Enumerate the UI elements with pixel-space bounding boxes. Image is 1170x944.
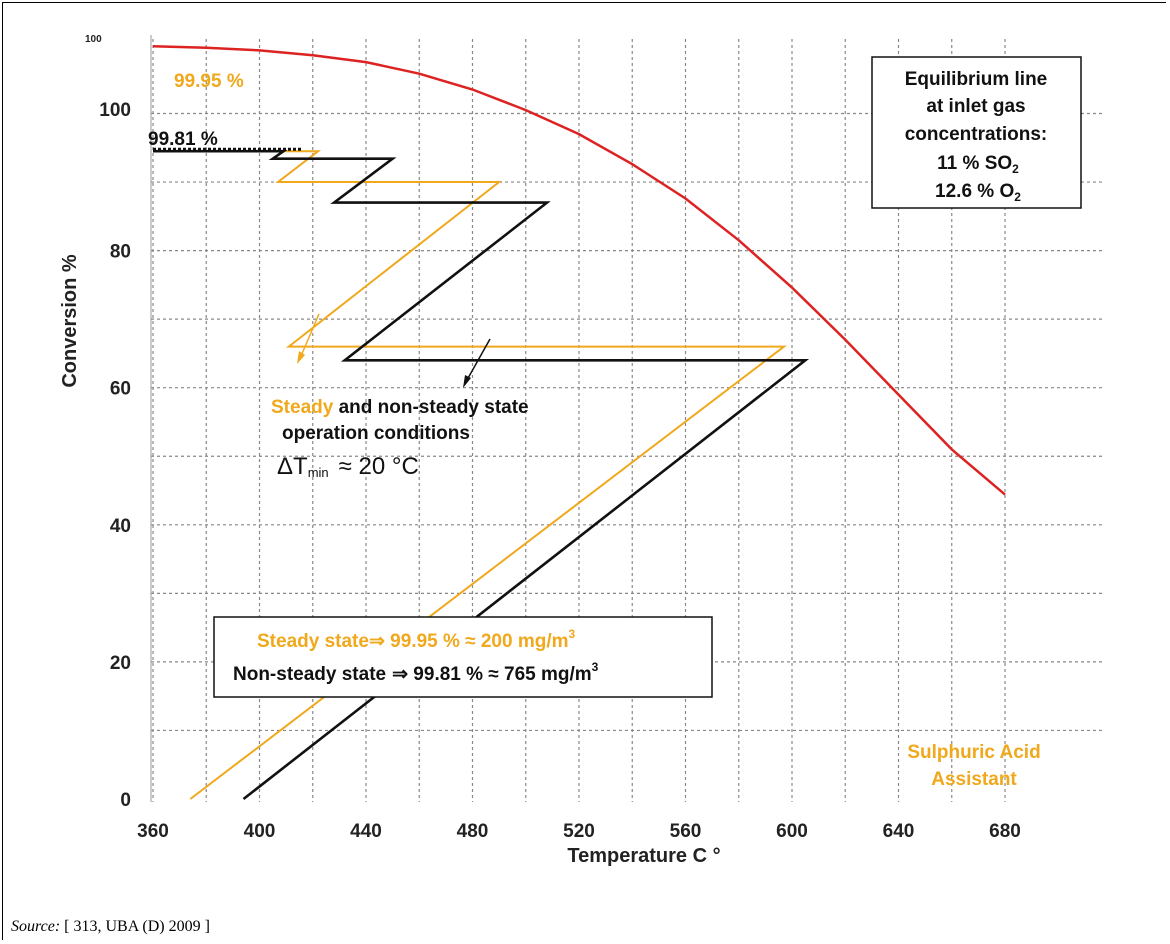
result-box <box>213 616 713 698</box>
equilibrium-line-3: concentrations: <box>905 124 1048 145</box>
x-tick-label: 520 <box>563 821 595 842</box>
x-tick-label: 400 <box>244 821 276 842</box>
operation-conditions-line-1: Steady and non-steady state <box>271 397 529 418</box>
y-tick-extra: 100 <box>85 34 102 45</box>
result-steady-line: Steady state⇒ 99.95 % ≈ 200 mg/m3 <box>257 627 576 652</box>
result-steady-arrow: ⇒ <box>369 631 385 652</box>
y-axis-title: Conversion % <box>59 254 81 388</box>
result-nonsteady-sup: 3 <box>592 660 599 674</box>
o2-label: 12.6 % O2 <box>935 181 1021 204</box>
result-steady-text: Steady state <box>257 631 369 652</box>
equilibrium-box <box>871 56 1082 209</box>
result-steady-value: 99.95 % ≈ 200 mg/m <box>385 631 569 652</box>
steady-line <box>153 150 787 800</box>
steady-arrow-line <box>300 313 320 357</box>
y-tick-label: 60 <box>110 379 131 400</box>
nonsteady-arrow-line <box>466 338 491 381</box>
delta-t-value: ≈ 20 °C <box>339 453 419 480</box>
x-tick-label: 680 <box>989 821 1021 842</box>
steady-arrow-head <box>297 351 305 364</box>
so2-prefix: 11 % SO <box>937 153 1012 174</box>
x-tick-label: 360 <box>137 821 169 842</box>
operation-conditions-line-2: operation conditions <box>282 423 470 444</box>
tick-labels: 360 400 440 480 520 560 600 640 680 0 20 40 60 80 100 <box>99 100 1021 842</box>
result-nonsteady-arrow: ⇒ <box>392 664 408 685</box>
brand-line-2: Assistant <box>931 769 1017 790</box>
y-tick-label: 20 <box>110 653 131 674</box>
nonsteady-value-label: 99.81 % <box>148 129 218 150</box>
y-tick-label: 40 <box>110 516 131 537</box>
source-citation: Source: [ 313, UBA (D) 2009 ] <box>11 918 210 936</box>
x-tick-label: 640 <box>883 821 915 842</box>
delta-t-sub: min <box>308 465 329 480</box>
annotation-arrows <box>297 313 491 388</box>
x-tick-label: 440 <box>350 821 382 842</box>
nonsteady-line <box>153 149 810 801</box>
result-nonsteady-line: Non-steady state ⇒ 99.81 % ≈ 765 mg/m3 <box>233 660 599 685</box>
o2-prefix: 12.6 % O <box>935 181 1014 202</box>
equilibrium-line <box>152 45 1006 496</box>
so2-sub: 2 <box>1012 162 1019 176</box>
y-tick-label: 80 <box>110 242 131 263</box>
y-tick-label: 100 <box>99 100 131 121</box>
y-tick-label: 0 <box>120 790 131 811</box>
source-text: [ 313, UBA (D) 2009 ] <box>64 918 210 935</box>
result-nonsteady-text: Non-steady state <box>233 664 386 685</box>
delta-t-label: ΔTmin ≈ 20 °C <box>277 453 419 480</box>
operation-steady-word: Steady <box>271 397 334 418</box>
result-nonsteady-value: 99.81 % ≈ 765 mg/m <box>408 664 592 685</box>
operation-rest-1: and non-steady state <box>333 397 528 418</box>
result-steady-sup: 3 <box>569 627 576 641</box>
x-tick-label: 600 <box>776 821 808 842</box>
x-axis-title: Temperature C ° <box>567 845 720 867</box>
x-tick-label: 560 <box>670 821 702 842</box>
conversion-temperature-chart: 360 400 440 480 520 560 600 640 680020406080100 … <box>3 3 1167 941</box>
equilibrium-line-1: Equilibrium line <box>905 69 1048 90</box>
series-lines <box>152 45 1006 801</box>
brand-line-1: Sulphuric Acid <box>907 742 1040 763</box>
source-label: Source: <box>11 918 61 935</box>
so2-label: 11 % SO2 <box>937 153 1019 176</box>
equilibrium-line-2: at inlet gas <box>926 96 1025 117</box>
o2-sub: 2 <box>1014 190 1021 204</box>
steady-value-label: 99.95 % <box>174 71 244 92</box>
x-tick-label: 480 <box>457 821 489 842</box>
nonsteady-arrow-head <box>463 375 471 388</box>
delta-t-symbol: ΔT <box>277 453 308 480</box>
